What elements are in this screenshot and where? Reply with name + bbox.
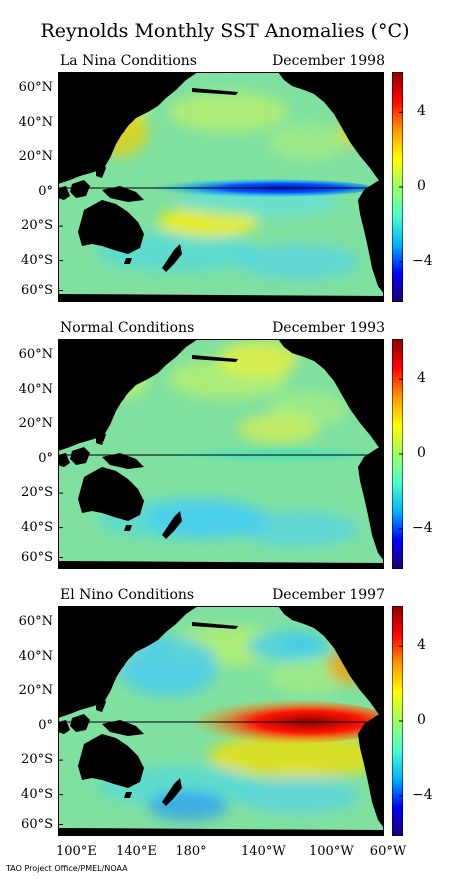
landmass-tasmania bbox=[124, 525, 132, 531]
landmass-asiaNorth bbox=[58, 339, 198, 451]
colorbar-tick-label: 4 bbox=[417, 637, 426, 654]
colorbar-tick-label: 0 bbox=[417, 178, 426, 194]
colorbar-tick-label: −4 bbox=[412, 519, 433, 536]
landmass-tasmania bbox=[124, 258, 132, 264]
landmass-australia bbox=[78, 200, 144, 254]
land-mask bbox=[58, 72, 384, 302]
landmass-kamchatka bbox=[158, 72, 190, 88]
latitude-label: 20°S bbox=[21, 485, 53, 501]
landmass-newZealand bbox=[162, 511, 182, 539]
longitude-label: 180° bbox=[175, 844, 207, 859]
latitude-label: 20°S bbox=[21, 752, 53, 768]
landmass-japan bbox=[114, 652, 128, 672]
panel-date-title: December 1993 bbox=[272, 320, 385, 336]
landmass-newZealand bbox=[162, 778, 182, 806]
longitude-label: 100°W bbox=[309, 844, 354, 859]
latitude-label: 20°N bbox=[18, 683, 53, 699]
landmass-newGuinea bbox=[102, 453, 144, 469]
latitude-label: 60°S bbox=[21, 282, 53, 298]
landmass-borneo bbox=[70, 447, 90, 465]
sst-anomaly-map bbox=[58, 606, 384, 836]
landmass-southAmerica bbox=[358, 445, 384, 561]
latitude-label: 0° bbox=[38, 183, 53, 199]
landmass-antarctica bbox=[58, 561, 384, 569]
panel-condition-title: El Nino Conditions bbox=[60, 587, 195, 603]
latitude-label: 60°S bbox=[21, 549, 53, 565]
colorbar-tick-label: 4 bbox=[417, 370, 426, 387]
latitude-label: 40°S bbox=[21, 252, 53, 268]
latitude-label: 20°N bbox=[18, 149, 53, 165]
sst-anomaly-map bbox=[58, 339, 384, 569]
latitude-label: 40°S bbox=[21, 786, 53, 802]
colorbar-tick-label: 4 bbox=[417, 103, 426, 120]
landmass-sumatra bbox=[58, 720, 70, 734]
landmass-borneo bbox=[70, 180, 90, 198]
landmass-philippines bbox=[96, 694, 106, 712]
colorbar-tick-label: −4 bbox=[412, 786, 433, 803]
landmass-kamchatka bbox=[158, 339, 190, 355]
landmass-kamchatka bbox=[158, 606, 190, 622]
page-title: Reynolds Monthly SST Anomalies (°C) bbox=[40, 20, 410, 42]
land-mask bbox=[58, 339, 384, 569]
colorbar bbox=[392, 606, 403, 836]
landmass-asiaNorth bbox=[58, 606, 198, 718]
landmass-philippines bbox=[96, 427, 106, 445]
landmass-aleutians bbox=[192, 622, 238, 629]
landmass-newGuinea bbox=[102, 186, 144, 202]
panel-date-title: December 1997 bbox=[272, 587, 385, 603]
latitude-label: 0° bbox=[38, 450, 53, 466]
panel-condition-title: La Nina Conditions bbox=[60, 53, 197, 69]
landmass-sumatra bbox=[58, 453, 70, 467]
landmass-asiaNorth bbox=[58, 72, 198, 184]
landmass-americas bbox=[278, 339, 384, 453]
longitude-label: 140°W bbox=[241, 844, 286, 859]
latitude-label: 20°S bbox=[21, 218, 53, 234]
landmass-southAmerica bbox=[358, 178, 384, 294]
landmass-newZealand bbox=[162, 244, 182, 272]
landmass-sumatra bbox=[58, 186, 70, 200]
colorbar bbox=[392, 339, 403, 569]
latitude-label: 60°N bbox=[18, 80, 53, 96]
landmass-australia bbox=[78, 734, 144, 788]
landmass-japan bbox=[114, 385, 128, 405]
landmass-aleutians bbox=[192, 355, 238, 362]
colorbar-tick-label: −4 bbox=[412, 252, 433, 269]
latitude-label: 40°N bbox=[18, 114, 53, 130]
landmass-philippines bbox=[96, 160, 106, 178]
panel-date-title: December 1998 bbox=[272, 53, 385, 69]
landmass-newGuinea bbox=[102, 720, 144, 736]
landmass-antarctica bbox=[58, 294, 384, 302]
landmass-southAmerica bbox=[358, 712, 384, 828]
latitude-label: 40°N bbox=[18, 648, 53, 664]
colorbar bbox=[392, 72, 403, 302]
latitude-label: 0° bbox=[38, 717, 53, 733]
longitude-label: 140°E bbox=[116, 844, 157, 859]
landmass-aleutians bbox=[192, 88, 238, 95]
landmass-americas bbox=[278, 606, 384, 720]
latitude-label: 40°S bbox=[21, 519, 53, 535]
landmass-borneo bbox=[70, 714, 90, 732]
landmass-australia bbox=[78, 467, 144, 521]
colorbar-tick-label: 0 bbox=[417, 712, 426, 728]
latitude-label: 60°N bbox=[18, 347, 53, 363]
sst-anomaly-map bbox=[58, 72, 384, 302]
latitude-label: 60°N bbox=[18, 614, 53, 630]
landmass-americas bbox=[278, 72, 384, 186]
landmass-antarctica bbox=[58, 828, 384, 836]
landmass-japan bbox=[114, 118, 128, 138]
longitude-label: 60°W bbox=[369, 844, 407, 859]
latitude-label: 40°N bbox=[18, 381, 53, 397]
latitude-label: 60°S bbox=[21, 816, 53, 832]
longitude-label: 100°E bbox=[56, 844, 97, 859]
panel-condition-title: Normal Conditions bbox=[60, 320, 195, 336]
credit-text: TAO Project Office/PMEL/NOAA bbox=[6, 864, 128, 873]
latitude-label: 20°N bbox=[18, 416, 53, 432]
land-mask bbox=[58, 606, 384, 836]
colorbar-tick-label: 0 bbox=[417, 445, 426, 461]
landmass-tasmania bbox=[124, 792, 132, 798]
